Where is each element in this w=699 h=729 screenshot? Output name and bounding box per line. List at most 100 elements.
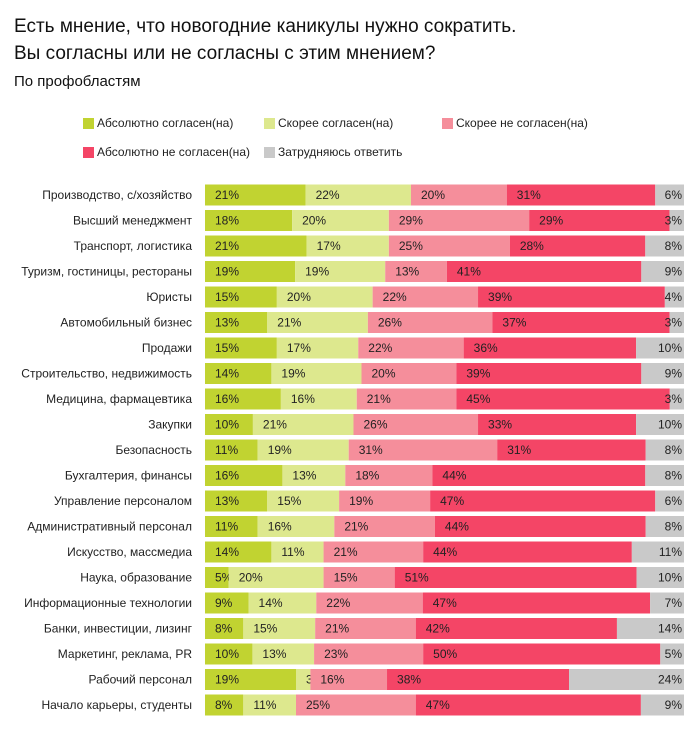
value-label: 11% bbox=[253, 698, 276, 712]
value-label: 37% bbox=[502, 316, 526, 330]
value-label: 16% bbox=[291, 392, 315, 406]
bar-segment-abs-agree bbox=[205, 286, 277, 308]
bar-segment-abs-disagree bbox=[423, 541, 632, 563]
value-label: 20% bbox=[239, 571, 263, 585]
value-label: 13% bbox=[292, 469, 316, 483]
value-label: 19% bbox=[215, 673, 239, 687]
legend-swatch-agree bbox=[264, 117, 275, 129]
value-label: 13% bbox=[215, 494, 239, 508]
category-label: Банки, инвестиции, лизинг bbox=[44, 622, 193, 636]
category-label: Наука, образование bbox=[80, 571, 192, 585]
value-label: 21% bbox=[277, 316, 301, 330]
bar-segment-unsure bbox=[641, 363, 684, 384]
category-label: Маркетинг, реклама, PR bbox=[58, 647, 193, 661]
bar-segment-agree bbox=[271, 541, 324, 563]
value-label: 19% bbox=[268, 443, 292, 457]
bar-segment-abs-agree bbox=[205, 388, 281, 410]
bar-segment-disagree bbox=[310, 669, 388, 690]
bar-segment-unsure bbox=[645, 439, 684, 461]
value-label: 44% bbox=[442, 469, 466, 483]
bar-segment-abs-agree bbox=[205, 414, 253, 435]
bar-segment-agree bbox=[248, 592, 317, 614]
bar-segment-abs-disagree bbox=[387, 669, 570, 690]
value-label: 18% bbox=[355, 469, 379, 483]
value-label: 14% bbox=[215, 545, 239, 559]
value-label: 13% bbox=[262, 647, 286, 661]
value-label: 31% bbox=[359, 443, 383, 457]
bar-segment-abs-agree bbox=[205, 490, 268, 512]
value-label: 21% bbox=[263, 418, 287, 432]
bar-segment-abs-disagree bbox=[434, 516, 646, 537]
bar-segment-disagree bbox=[353, 414, 479, 435]
bar-segment-unsure bbox=[669, 312, 684, 333]
value-label: 17% bbox=[287, 341, 311, 355]
bar-segment-agree bbox=[306, 235, 389, 257]
bar-segment-abs-disagree bbox=[430, 490, 656, 512]
bar-segment-unsure bbox=[569, 669, 684, 690]
value-label: 15% bbox=[215, 341, 239, 355]
category-label: Рабочий персонал bbox=[88, 673, 192, 687]
value-label: 21% bbox=[325, 622, 349, 636]
value-label: 16% bbox=[268, 520, 292, 534]
value-label: 8% bbox=[665, 520, 683, 534]
category-label: Управление персоналом bbox=[54, 494, 192, 508]
bar-segment-agree bbox=[305, 184, 411, 206]
value-label: 9% bbox=[665, 367, 683, 381]
category-label: Автомобильный бизнес bbox=[60, 316, 192, 330]
bar-segment-abs-disagree bbox=[506, 184, 656, 206]
value-label: 51% bbox=[405, 571, 429, 585]
value-label: 10% bbox=[658, 341, 682, 355]
value-label: 42% bbox=[426, 622, 450, 636]
value-label: 28% bbox=[520, 239, 544, 253]
bar-segment-agree bbox=[296, 669, 311, 690]
value-label: 3% bbox=[665, 214, 683, 228]
bar-segment-agree bbox=[295, 261, 386, 282]
bar-segment-unsure bbox=[645, 235, 684, 257]
category-label: Закупки bbox=[148, 418, 192, 432]
bar-segment-abs-agree bbox=[205, 184, 306, 206]
value-label: 22% bbox=[383, 290, 407, 304]
bar-segment-abs-disagree bbox=[478, 286, 665, 308]
legend-item-abs-disagree: Абсолютно не согласен(на) bbox=[83, 145, 250, 159]
bar-segment-unsure bbox=[655, 184, 684, 206]
category-label: Производство, с/хозяйство bbox=[42, 188, 192, 202]
bar-segment-disagree bbox=[339, 490, 431, 512]
bar-segment-abs-agree bbox=[205, 439, 258, 461]
value-label: 5% bbox=[665, 647, 683, 661]
value-label: 20% bbox=[372, 367, 396, 381]
bar-segment-abs-disagree bbox=[446, 261, 642, 282]
bar-segment-abs-disagree bbox=[394, 567, 637, 588]
category-label: Искусство, массмедиа bbox=[67, 545, 192, 559]
chart-title-line2: Вы согласны или не согласны с этим мнени… bbox=[14, 43, 436, 64]
bar-segment-disagree bbox=[361, 363, 457, 384]
category-label: Административный персонал bbox=[27, 520, 192, 534]
value-label: 18% bbox=[215, 214, 239, 228]
category-label: Транспорт, логистика bbox=[74, 239, 193, 253]
value-label: 47% bbox=[440, 494, 464, 508]
category-label: Юристы bbox=[146, 290, 192, 304]
bar-segment-unsure bbox=[631, 541, 684, 563]
bar-segment-disagree bbox=[367, 312, 493, 333]
value-label: 3% bbox=[665, 316, 683, 330]
bar-segment-abs-disagree bbox=[497, 439, 646, 461]
bar-segment-unsure bbox=[655, 490, 684, 512]
value-label: 38% bbox=[397, 673, 421, 687]
bar-segment-abs-agree bbox=[205, 592, 249, 614]
bar-segment-agree bbox=[252, 643, 315, 665]
legend-label: Скорее согласен(на) bbox=[278, 116, 394, 130]
value-label: 45% bbox=[466, 392, 490, 406]
value-label: 29% bbox=[399, 214, 423, 228]
bar-segment-abs-agree bbox=[205, 235, 307, 257]
chart-title-line1: Есть мнение, что новогодние каникулы нуж… bbox=[14, 16, 517, 37]
bar-segment-abs-agree bbox=[205, 541, 272, 563]
value-label: 5% bbox=[215, 571, 233, 585]
value-label: 36% bbox=[474, 341, 498, 355]
legend-swatch-disagree bbox=[442, 117, 453, 129]
value-label: 11% bbox=[281, 545, 304, 559]
legend-item-agree: Скорее согласен(на) bbox=[264, 116, 393, 130]
chart-subtitle: По профобластям bbox=[14, 73, 141, 90]
bar-segment-disagree bbox=[358, 337, 464, 359]
bar-segment-disagree bbox=[356, 388, 457, 410]
legend-label: Затрудняюсь ответить bbox=[278, 145, 403, 159]
